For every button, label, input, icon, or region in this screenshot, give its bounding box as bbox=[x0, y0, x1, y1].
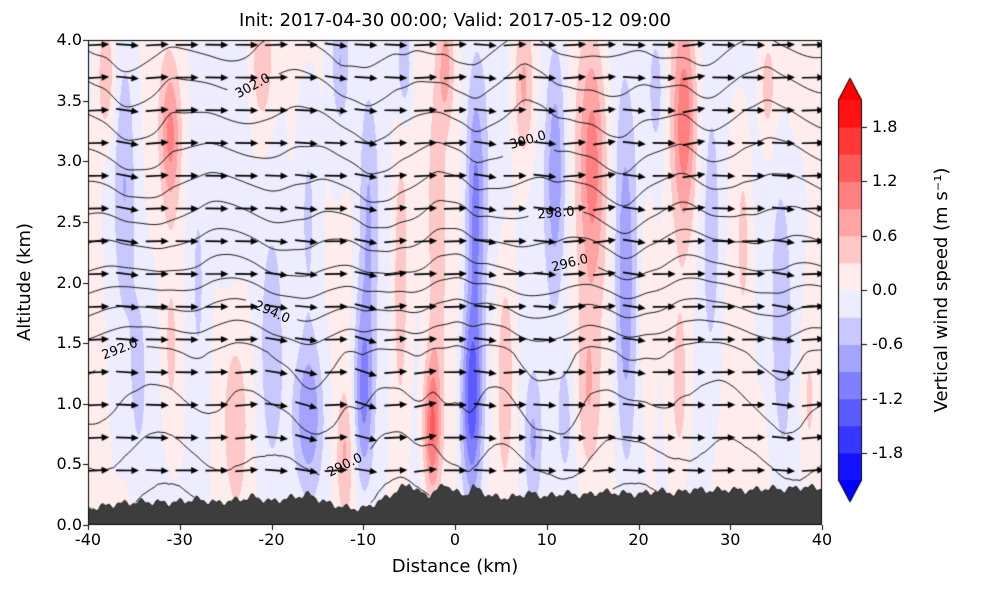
y-tick-label: 3.0 bbox=[56, 151, 82, 171]
x-tick-label: -30 bbox=[166, 530, 193, 549]
y-tick-label: 1.5 bbox=[56, 333, 82, 353]
colorbar-label: Vertical wind speed (m s⁻¹) bbox=[931, 167, 952, 413]
colorbar-tick-label: 0.0 bbox=[872, 280, 898, 299]
x-tick-label: -10 bbox=[350, 530, 377, 549]
y-tick-label: 0.0 bbox=[56, 515, 82, 534]
x-tick-label: 30 bbox=[720, 530, 741, 549]
y-tick-label: 3.5 bbox=[56, 90, 82, 110]
y-tick-label: 0.5 bbox=[56, 454, 82, 474]
y-tick-label: 2.5 bbox=[56, 211, 82, 231]
y-tick-label: 4.0 bbox=[56, 30, 82, 49]
plot-title: Init: 2017-04-30 00:00; Valid: 2017-05-1… bbox=[239, 10, 671, 31]
x-tick-label: -40 bbox=[74, 530, 102, 549]
x-tick-label: 40 bbox=[811, 530, 833, 549]
x-tick-label: -20 bbox=[258, 530, 285, 549]
y-tick-label: 1.0 bbox=[56, 393, 82, 413]
colorbar-tick-label: 1.2 bbox=[872, 171, 898, 191]
y-axis-label: Altitude (km) bbox=[14, 222, 35, 342]
colorbar-tick-label: -1.2 bbox=[872, 388, 904, 408]
y-tick-label: 2.0 bbox=[56, 272, 82, 292]
colorbar-tick-label: 1.8 bbox=[872, 117, 898, 137]
x-tick-label: 0 bbox=[449, 530, 461, 549]
x-tick-label: 20 bbox=[628, 530, 649, 549]
colorbar-tick-label: 0.6 bbox=[872, 225, 898, 245]
x-axis-label: Distance (km) bbox=[391, 556, 519, 577]
colorbar-tick-label: -0.6 bbox=[872, 334, 904, 354]
x-tick-label: 10 bbox=[536, 530, 557, 549]
colorbar-tick-label: -1.8 bbox=[872, 442, 904, 462]
